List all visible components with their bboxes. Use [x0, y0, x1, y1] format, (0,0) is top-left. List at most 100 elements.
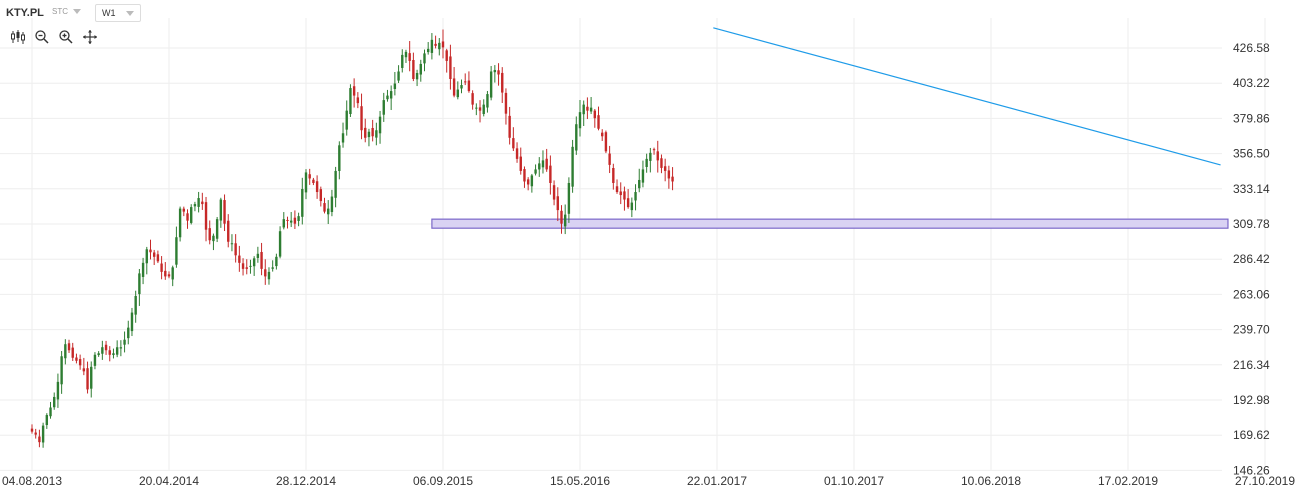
- trendline-line: [713, 27, 1221, 166]
- candle-body: [112, 353, 115, 356]
- date-tick-label: 22.01.2017: [687, 474, 747, 488]
- candle-body: [545, 158, 548, 170]
- candle-body: [45, 415, 49, 426]
- candle-body: [241, 263, 245, 269]
- candle-body: [301, 189, 304, 217]
- candle-body: [286, 219, 289, 221]
- candle-body: [526, 179, 530, 185]
- price-tick-label: 286.42: [1233, 252, 1270, 266]
- price-tick-label: 309.78: [1233, 217, 1270, 231]
- candle-body: [356, 97, 360, 104]
- candle-body: [345, 110, 348, 130]
- price-tick-label: 169.62: [1233, 428, 1270, 442]
- candle-body: [475, 107, 478, 109]
- crosshair-icon[interactable]: [82, 29, 98, 45]
- candle-body: [434, 43, 437, 46]
- candle-body: [93, 354, 97, 366]
- candle-body: [282, 219, 285, 228]
- exchange-label: STC: [52, 7, 68, 16]
- candle-body: [197, 198, 200, 207]
- candle-body: [64, 344, 67, 359]
- candle-body: [256, 253, 260, 258]
- candle-body: [389, 91, 393, 99]
- candle-body: [327, 208, 330, 215]
- candle-body: [312, 179, 315, 183]
- candle-body: [167, 274, 171, 277]
- candle-body: [234, 243, 237, 256]
- zoom-out-icon[interactable]: [34, 29, 50, 45]
- candle-body: [341, 133, 345, 143]
- candle-body: [641, 169, 645, 183]
- candle-body: [123, 339, 126, 345]
- candle-body: [445, 50, 448, 61]
- candle-body: [186, 213, 189, 221]
- candle-body: [115, 347, 119, 355]
- support-zone[interactable]: [431, 218, 1229, 229]
- candle-body: [41, 425, 45, 443]
- date-tick-label: 28.12.2014: [276, 474, 336, 488]
- candle-body: [630, 202, 634, 211]
- candle-body: [145, 249, 148, 264]
- candle-body: [97, 353, 100, 356]
- candle-body: [352, 86, 356, 96]
- candle-body: [438, 42, 441, 50]
- candle-body: [508, 115, 511, 138]
- candle-body: [441, 41, 445, 48]
- candle-body: [615, 186, 619, 193]
- candle-body: [663, 166, 667, 171]
- candle-body: [604, 132, 608, 152]
- candle-body: [252, 258, 256, 267]
- candle-body: [53, 396, 56, 408]
- exchange-select[interactable]: STC: [52, 7, 81, 16]
- candle-body: [227, 220, 230, 242]
- time-axis: 04.08.2013 20.04.2014 28.12.2014 06.09.2015…: [2, 474, 1295, 488]
- candle-body: [75, 357, 78, 361]
- candle-body: [541, 160, 545, 168]
- candle-body: [49, 407, 52, 417]
- candle-body: [164, 270, 167, 277]
- candle-body: [330, 196, 334, 213]
- trendline[interactable]: [713, 27, 1221, 166]
- candle-body: [201, 201, 204, 205]
- candle-body: [119, 347, 123, 349]
- price-tick-label: 239.70: [1233, 323, 1270, 337]
- candle-body: [127, 327, 130, 339]
- candle-body: [597, 115, 600, 129]
- interval-select[interactable]: W1: [95, 4, 141, 22]
- candle-body: [308, 174, 311, 179]
- price-tick-label: 216.34: [1233, 358, 1270, 372]
- candle-body: [652, 149, 656, 151]
- candle-body: [171, 267, 174, 280]
- candle-body: [671, 176, 674, 182]
- candle-body: [245, 267, 248, 269]
- candle-body: [182, 208, 186, 212]
- candle-body: [204, 202, 208, 230]
- candle-body: [90, 366, 93, 389]
- candle-body: [378, 116, 382, 134]
- candle-body: [364, 127, 367, 138]
- candle-body: [415, 72, 419, 80]
- price-tick-label: 379.86: [1233, 111, 1270, 125]
- candle-body: [493, 69, 497, 73]
- candle-body: [638, 179, 641, 189]
- chart-grid: [0, 18, 1266, 471]
- candle-body: [108, 350, 111, 355]
- candle-body: [371, 127, 374, 137]
- candle-body: [626, 198, 630, 208]
- price-tick-label: 263.06: [1233, 287, 1270, 301]
- candle-body: [534, 169, 537, 174]
- candle-body: [249, 265, 252, 267]
- candle-body: [319, 189, 323, 202]
- candle-body: [560, 210, 563, 224]
- candle-body: [71, 347, 74, 358]
- candle-body: [530, 175, 534, 187]
- candle-body: [582, 104, 585, 115]
- zoom-in-icon[interactable]: [58, 29, 74, 45]
- support-zone-rect: [431, 218, 1229, 229]
- candles-icon[interactable]: [10, 29, 26, 45]
- candle-body: [408, 53, 411, 61]
- candle-body: [619, 191, 622, 196]
- candle-body: [382, 100, 385, 115]
- candle-body: [552, 185, 556, 200]
